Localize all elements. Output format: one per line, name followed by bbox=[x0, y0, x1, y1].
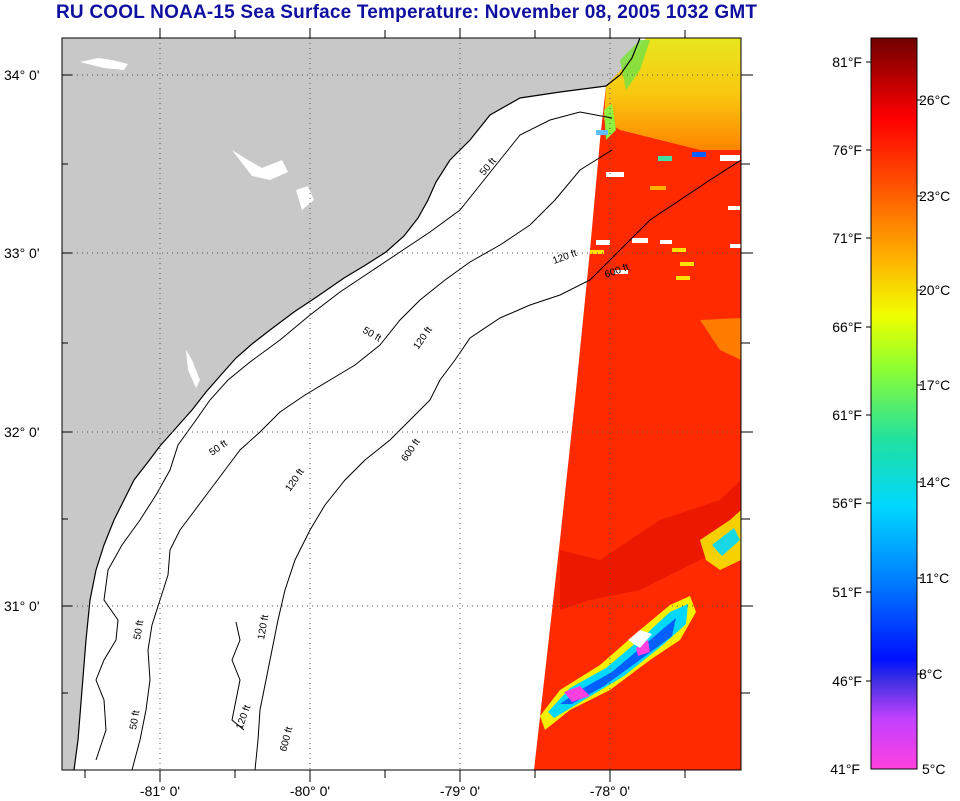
colorbar-gradient bbox=[871, 38, 917, 769]
colorbar-c-label: 5°C bbox=[922, 761, 946, 777]
colorbar-f-label: 41°F bbox=[830, 761, 860, 777]
colorbar-f-label: 51°F bbox=[832, 584, 862, 600]
colorbar-f-label: 81°F bbox=[832, 54, 862, 70]
lon-label: -81° 0' bbox=[140, 783, 180, 799]
colorbar-c-label: 14°C bbox=[919, 474, 950, 490]
lat-label: 31° 0' bbox=[4, 598, 40, 614]
colorbar-f-label: 71°F bbox=[832, 230, 862, 246]
lat-label: 34° 0' bbox=[4, 67, 40, 83]
lon-label: -78° 0' bbox=[590, 783, 630, 799]
lon-label: -80° 0' bbox=[290, 783, 330, 799]
colorbar-c-label: 26°C bbox=[919, 92, 950, 108]
colorbar-c-label: 20°C bbox=[919, 282, 950, 298]
colorbar-f-label: 56°F bbox=[832, 495, 862, 511]
colorbar-c-label: 23°C bbox=[919, 188, 950, 204]
lon-label: -79° 0' bbox=[440, 783, 480, 799]
colorbar-c-label: 8°C bbox=[919, 666, 943, 682]
colorbar: 81°F 76°F 71°F 66°F 61°F 56°F 51°F 46°F … bbox=[830, 38, 950, 777]
colorbar-f-label: 76°F bbox=[832, 142, 862, 158]
colorbar-c-label: 11°C bbox=[919, 570, 949, 586]
lat-label: 32° 0' bbox=[4, 424, 40, 440]
colorbar-f-label: 46°F bbox=[832, 673, 862, 689]
colorbar-f-label: 61°F bbox=[832, 407, 862, 423]
lat-label: 33° 0' bbox=[4, 245, 40, 261]
colorbar-f-label: 66°F bbox=[832, 319, 862, 335]
colorbar-c-label: 17°C bbox=[919, 377, 950, 393]
map-area: 50 ft 120 ft 600 ft 50 ft 120 ft 50 ft 1… bbox=[62, 38, 741, 770]
